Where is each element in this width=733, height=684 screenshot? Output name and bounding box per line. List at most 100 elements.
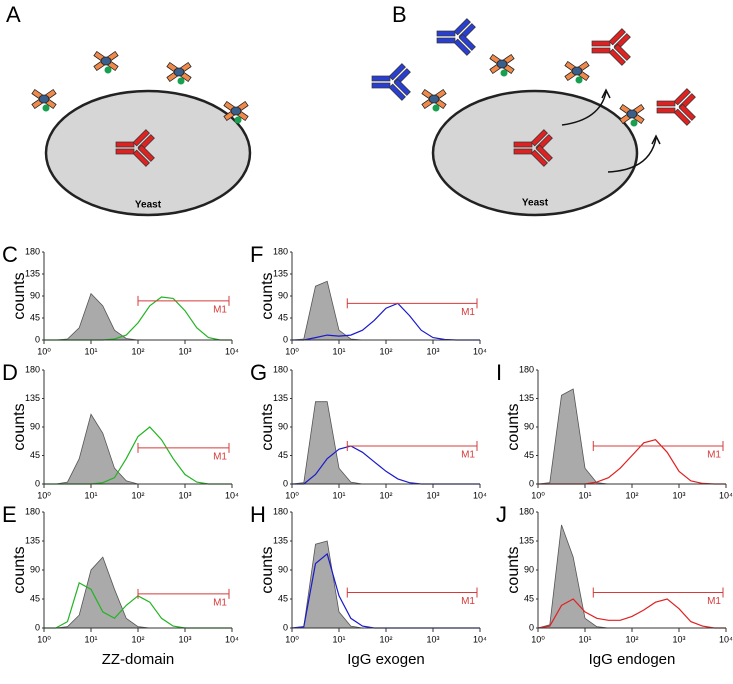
y-tick-label: 45 [524,450,534,460]
cell-label: Yeast [522,198,549,209]
y-axis-label: counts [259,272,276,319]
sample-histogram [537,598,726,629]
x-tick-label: 10³ [178,490,191,500]
y-tick-label: 90 [30,290,40,300]
x-tick-label: 10² [379,490,392,500]
y-axis-label: counts [505,546,522,593]
y-tick-label: 90 [30,421,40,431]
gate-label: M1 [213,305,227,316]
x-tick-label: 10⁴ [719,634,733,644]
antibody [591,28,631,66]
y-tick-label: 0 [35,478,40,488]
control-histogram [537,524,726,629]
y-tick-label: 180 [519,506,534,516]
x-tick-label: 10⁰ [37,490,51,500]
x-tick-label: 10⁰ [285,490,299,500]
x-tick-label: 10⁴ [225,490,239,500]
y-tick-label: 0 [283,622,288,632]
arrow [607,137,657,173]
panel-label: I [496,360,502,385]
y-tick-label: 180 [25,506,40,516]
y-tick-label: 135 [273,268,288,278]
antibody [656,88,696,126]
y-axis-label: counts [11,546,28,593]
y-tick-label: 180 [273,364,288,374]
y-axis-label: counts [11,403,28,450]
x-tick-label: 10¹ [332,490,345,500]
receptor [223,100,249,124]
arrow [561,91,607,126]
x-tick-label: 10¹ [84,634,97,644]
y-tick-label: 90 [30,564,40,574]
receptor [31,88,57,112]
x-tick-label: 10¹ [84,490,97,500]
antibody [436,18,476,56]
control-histogram [537,388,726,485]
y-tick-label: 135 [273,393,288,403]
y-tick-label: 45 [30,593,40,603]
arrow-head [651,134,661,145]
x-tick-label: 10¹ [578,634,591,644]
panel-label: D [2,360,18,385]
y-tick-label: 90 [278,290,288,300]
gate-label: M1 [707,450,721,461]
y-tick-label: 135 [25,393,40,403]
gate-label: M1 [461,596,475,607]
x-tick-label: 10³ [672,634,685,644]
y-tick-label: 45 [30,450,40,460]
x-tick-label: 10³ [426,634,439,644]
y-tick-label: 135 [25,535,40,545]
x-tick-label: 10² [131,490,144,500]
panel-label: F [250,242,263,267]
y-tick-label: 180 [273,246,288,256]
panel-label: E [2,502,17,527]
y-tick-label: 180 [25,364,40,374]
y-axis-label: counts [259,403,276,450]
arrow-head [601,88,611,99]
y-tick-label: 90 [278,564,288,574]
x-tick-label: 10² [131,634,144,644]
y-tick-label: 0 [283,478,288,488]
x-tick-label: 10⁴ [473,346,487,356]
antibody [371,63,411,101]
y-tick-label: 45 [278,593,288,603]
receptor [93,50,119,74]
panel-label: J [496,502,507,527]
x-tick-label: 10⁴ [225,346,239,356]
receptor [619,103,645,127]
y-tick-label: 45 [30,312,40,322]
y-axis-label: counts [505,403,522,450]
y-tick-label: 135 [25,268,40,278]
y-tick-label: 135 [519,393,534,403]
y-axis-label: counts [259,546,276,593]
x-tick-label: 10⁴ [473,490,487,500]
y-tick-label: 0 [35,334,40,344]
y-axis-label: counts [11,272,28,319]
panel-label: A [6,2,21,27]
panel-label: C [2,242,18,267]
y-tick-label: 0 [35,622,40,632]
receptor [564,60,590,84]
x-axis-label: IgG exogen [347,651,425,668]
receptor [166,61,192,85]
x-tick-label: 10³ [178,346,191,356]
cell-label: Yeast [135,200,162,211]
x-tick-label: 10³ [672,490,685,500]
y-tick-label: 180 [25,246,40,256]
gate-label: M1 [707,596,721,607]
gate-label: M1 [461,307,475,318]
x-tick-label: 10¹ [84,346,97,356]
y-tick-label: 180 [273,506,288,516]
x-tick-label: 10¹ [332,346,345,356]
x-tick-label: 10⁴ [225,634,239,644]
panel-label: G [250,360,267,385]
y-tick-label: 180 [519,364,534,374]
receptor [489,53,515,77]
x-tick-label: 10⁴ [473,634,487,644]
control-histogram [291,540,480,629]
receptor [421,88,447,112]
y-tick-label: 135 [273,535,288,545]
y-tick-label: 135 [519,535,534,545]
x-tick-label: 10¹ [578,490,591,500]
